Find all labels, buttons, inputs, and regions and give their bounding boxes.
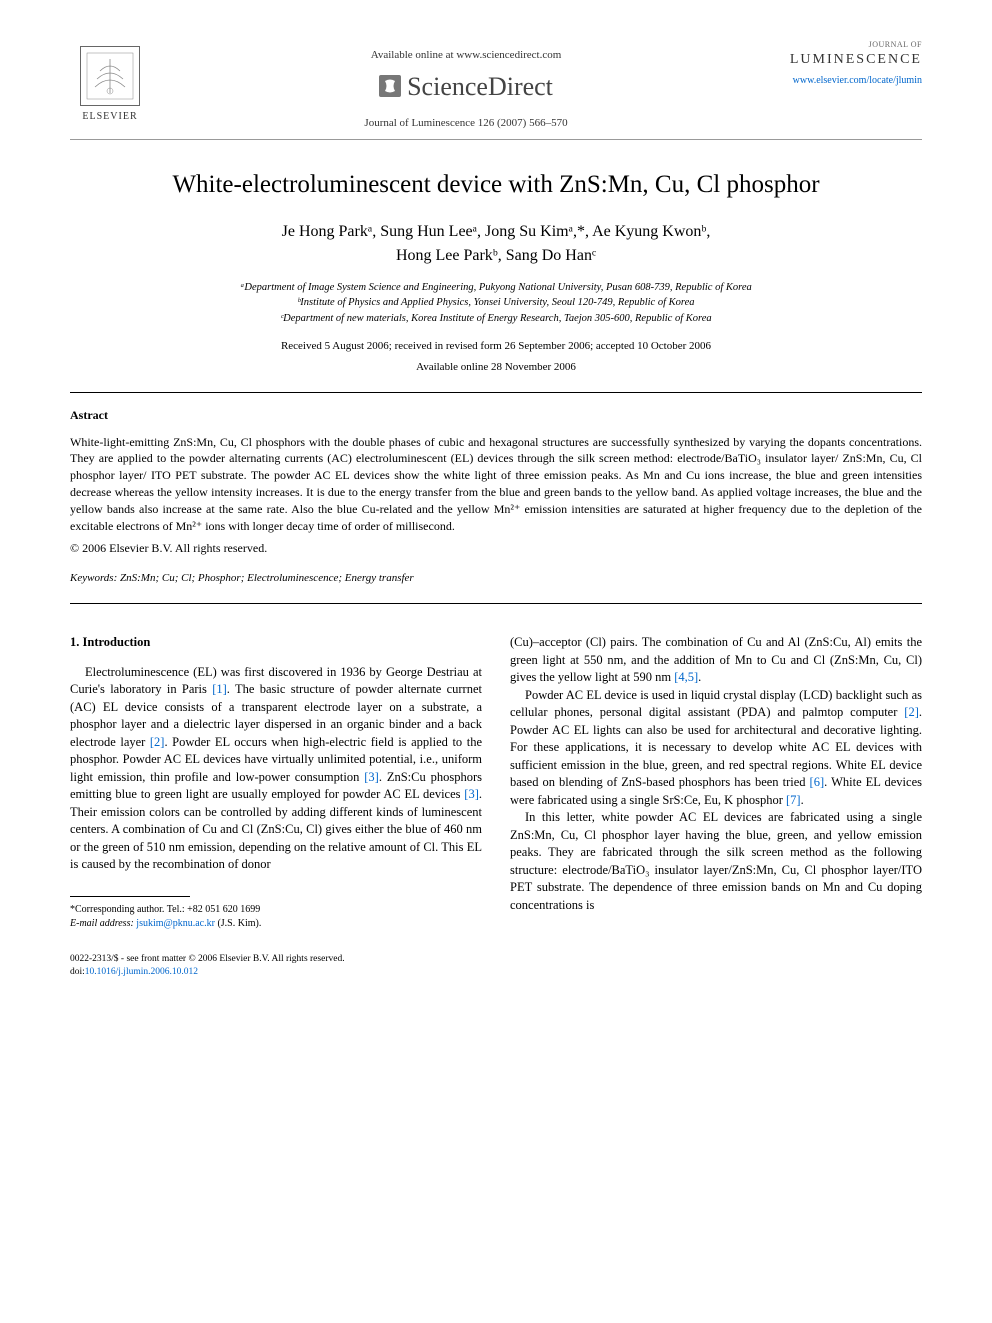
journal-reference: Journal of Luminescence 126 (2007) 566–5… bbox=[150, 116, 782, 131]
footer-doi: doi:10.1016/j.jlumin.2006.10.012 bbox=[70, 966, 482, 979]
footer: 0022-2313/$ - see front matter © 2006 El… bbox=[70, 953, 482, 980]
available-online-text: Available online at www.sciencedirect.co… bbox=[150, 48, 782, 63]
abstract-body: White-light-emitting ZnS:Mn, Cu, Cl phos… bbox=[70, 435, 922, 533]
elsevier-label: ELSEVIER bbox=[82, 110, 137, 124]
keywords-label: Keywords: bbox=[70, 572, 117, 584]
email-link[interactable]: jsukim@pknu.ac.kr bbox=[136, 918, 215, 929]
ref-link-3b[interactable]: [3] bbox=[464, 787, 479, 801]
intro-para-3: Powder AC EL device is used in liquid cr… bbox=[510, 687, 922, 810]
elsevier-tree-icon bbox=[80, 46, 140, 106]
journal-logo: JOURNAL OF LUMINESCENCE www.elsevier.com… bbox=[782, 40, 922, 87]
footnote-separator bbox=[70, 896, 190, 897]
doi-link[interactable]: 10.1016/j.jlumin.2006.10.012 bbox=[85, 967, 198, 977]
authors-line-1: Je Hong Parkᵃ, Sung Hun Leeᵃ, Jong Su Ki… bbox=[282, 223, 711, 240]
affiliations: ᵃDepartment of Image System Science and … bbox=[70, 280, 922, 327]
ref-link-45[interactable]: [4,5] bbox=[674, 670, 698, 684]
ref-link-3[interactable]: [3] bbox=[364, 770, 379, 784]
affiliation-a: ᵃDepartment of Image System Science and … bbox=[70, 280, 922, 296]
dates-available: Available online 28 November 2006 bbox=[70, 360, 922, 375]
journal-link[interactable]: www.elsevier.com/locate/jlumin bbox=[782, 74, 922, 88]
text-fragment: Powder AC EL device is used in liquid cr… bbox=[510, 688, 922, 720]
keywords-text: ZnS:Mn; Cu; Cl; Phosphor; Electrolumines… bbox=[120, 572, 414, 584]
paper-page: ELSEVIER Available online at www.science… bbox=[0, 0, 992, 1030]
doi-label: doi: bbox=[70, 967, 85, 977]
center-header: Available online at www.sciencedirect.co… bbox=[150, 40, 782, 131]
sciencedirect-icon bbox=[379, 75, 401, 97]
journal-name: LUMINESCENCE bbox=[782, 51, 922, 70]
ref-link-2b[interactable]: [2] bbox=[904, 705, 919, 719]
header-divider bbox=[70, 139, 922, 140]
email-name: (J.S. Kim). bbox=[217, 918, 261, 929]
authors: Je Hong Parkᵃ, Sung Hun Leeᵃ, Jong Su Ki… bbox=[70, 220, 922, 268]
footnote-corresponding: *Corresponding author. Tel.: +82 051 620… bbox=[70, 903, 482, 917]
footnote-email: E-mail address: jsukim@pknu.ac.kr (J.S. … bbox=[70, 917, 482, 931]
intro-heading: 1. Introduction bbox=[70, 634, 482, 652]
paper-title: White-electroluminescent device with ZnS… bbox=[70, 168, 922, 202]
abstract-copyright: © 2006 Elsevier B.V. All rights reserved… bbox=[70, 540, 922, 556]
email-label: E-mail address: bbox=[70, 918, 134, 929]
affiliation-b: ᵇInstitute of Physics and Applied Physic… bbox=[70, 295, 922, 311]
abstract-text: White-light-emitting ZnS:Mn, Cu, Cl phos… bbox=[70, 434, 922, 535]
authors-line-2: Hong Lee Parkᵇ, Sang Do Hanᶜ bbox=[396, 247, 596, 264]
intro-para-4: In this letter, white powder AC EL devic… bbox=[510, 809, 922, 914]
journal-of-label: JOURNAL OF bbox=[782, 40, 922, 51]
left-column: 1. Introduction Electroluminescence (EL)… bbox=[70, 634, 482, 979]
abstract-bottom-divider bbox=[70, 603, 922, 604]
elsevier-logo: ELSEVIER bbox=[70, 40, 150, 130]
intro-para-1: Electroluminescence (EL) was first disco… bbox=[70, 664, 482, 874]
text-fragment: . bbox=[698, 670, 701, 684]
ref-link-1[interactable]: [1] bbox=[212, 682, 227, 696]
abstract-top-divider bbox=[70, 392, 922, 393]
header-row: ELSEVIER Available online at www.science… bbox=[70, 40, 922, 131]
keywords: Keywords: ZnS:Mn; Cu; Cl; Phosphor; Elec… bbox=[70, 571, 922, 586]
body-columns: 1. Introduction Electroluminescence (EL)… bbox=[70, 634, 922, 979]
text-fragment: . bbox=[801, 793, 804, 807]
abstract-label: Astract bbox=[70, 407, 922, 423]
right-column: (Cu)–acceptor (Cl) pairs. The combinatio… bbox=[510, 634, 922, 979]
text-fragment: (Cu)–acceptor (Cl) pairs. The combinatio… bbox=[510, 635, 922, 684]
dates-received: Received 5 August 2006; received in revi… bbox=[70, 339, 922, 354]
ref-link-2[interactable]: [2] bbox=[150, 735, 165, 749]
intro-para-2: (Cu)–acceptor (Cl) pairs. The combinatio… bbox=[510, 634, 922, 687]
footer-front-matter: 0022-2313/$ - see front matter © 2006 El… bbox=[70, 953, 482, 966]
ref-link-7[interactable]: [7] bbox=[786, 793, 801, 807]
sciencedirect-text: ScienceDirect bbox=[407, 69, 553, 104]
affiliation-c: ᶜDepartment of new materials, Korea Inst… bbox=[70, 311, 922, 327]
sciencedirect-brand: ScienceDirect bbox=[379, 69, 553, 104]
ref-link-6[interactable]: [6] bbox=[810, 775, 825, 789]
